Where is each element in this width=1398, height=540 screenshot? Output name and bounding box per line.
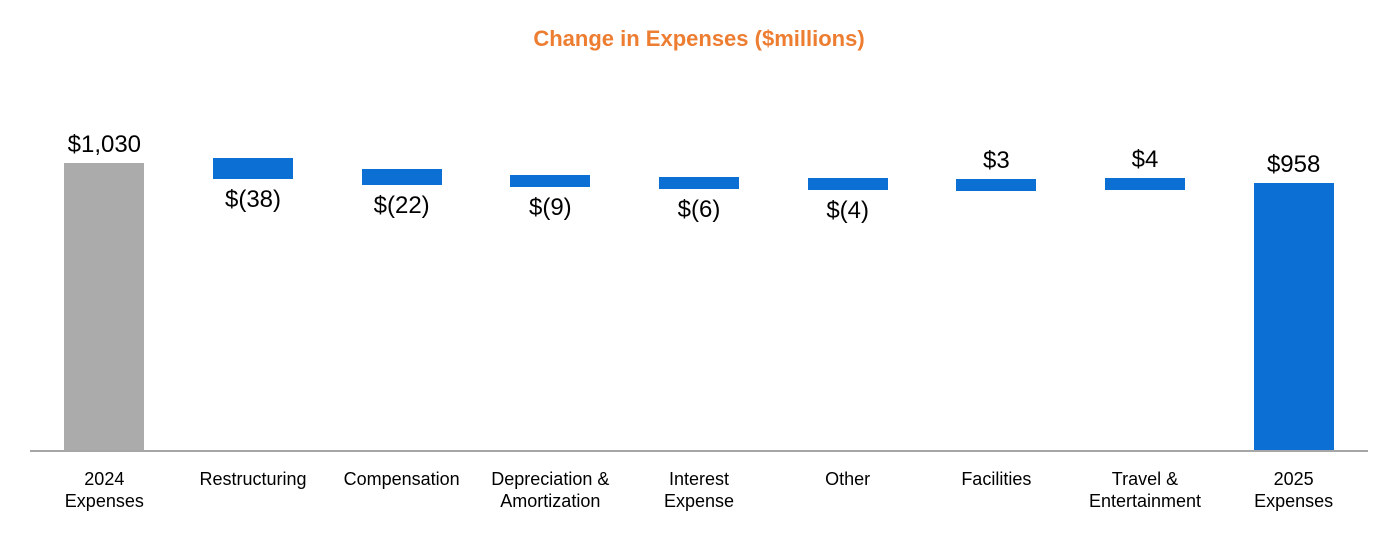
x-axis-label-compensation: Compensation bbox=[327, 468, 476, 490]
bar-facilities bbox=[956, 178, 1037, 191]
x-axis-label-2024-expenses: 2024 Expenses bbox=[30, 468, 179, 512]
data-label-restructuring: $(38) bbox=[224, 185, 282, 213]
x-axis-label-line: Travel & bbox=[1111, 469, 1179, 489]
bar-restructuring bbox=[213, 158, 293, 179]
x-axis-label-depreciation-amortization: Depreciation & Amortization bbox=[476, 468, 625, 512]
data-label-facilities: $3 bbox=[982, 146, 1010, 174]
bar-travel-entertainment bbox=[1105, 177, 1185, 190]
data-label-2025-expenses: $958 bbox=[1266, 151, 1321, 179]
bar-depreciation-amortization bbox=[510, 174, 591, 188]
x-axis-label-line: 2024 bbox=[84, 469, 125, 489]
x-axis-label-2025-expenses: 2025 Expenses bbox=[1219, 468, 1368, 512]
x-axis-label-line: Amortization bbox=[500, 491, 601, 511]
x-axis-label-line: Expenses bbox=[1254, 491, 1334, 511]
x-axis-label-line: Facilities bbox=[961, 469, 1032, 489]
x-axis-label-line: Expense bbox=[663, 491, 735, 511]
x-axis-line bbox=[30, 450, 1368, 452]
data-label-travel-entertainment: $4 bbox=[1131, 145, 1159, 173]
x-axis-label-interest-expense: Interest Expense bbox=[625, 468, 774, 512]
bar-2025-expenses bbox=[1253, 183, 1334, 450]
x-axis-label-line: Restructuring bbox=[199, 469, 307, 489]
bar-other bbox=[807, 178, 888, 191]
x-axis-label-line: Compensation bbox=[343, 469, 460, 489]
bar-compensation bbox=[361, 168, 442, 185]
x-axis-label-line: Other bbox=[825, 469, 871, 489]
data-label-2024-expenses: $1,030 bbox=[67, 131, 142, 158]
x-axis-label-restructuring: Restructuring bbox=[179, 468, 328, 490]
x-axis-label-line: Entertainment bbox=[1088, 491, 1202, 511]
data-label-interest-expense: $(6) bbox=[677, 196, 721, 224]
x-axis-label-line: 2025 bbox=[1273, 469, 1314, 489]
data-label-depreciation-amortization: $(9) bbox=[528, 194, 572, 222]
chart-title: Change in Expenses ($millions) bbox=[533, 26, 865, 51]
x-axis-label-travel-entertainment: Travel & Entertainment bbox=[1071, 468, 1220, 512]
x-axis-label-facilities: Facilities bbox=[922, 468, 1071, 490]
x-axis-label-line: Expenses bbox=[64, 491, 144, 511]
data-label-compensation: $(22) bbox=[373, 191, 430, 219]
data-label-other: $(4) bbox=[826, 197, 869, 225]
x-axis-label-line: Interest bbox=[668, 469, 729, 489]
bar-interest-expense bbox=[659, 177, 739, 190]
x-axis-label-line: Depreciation & bbox=[491, 469, 610, 489]
bar-2024-expenses bbox=[64, 163, 145, 450]
x-axis-label-other: Other bbox=[773, 468, 922, 490]
